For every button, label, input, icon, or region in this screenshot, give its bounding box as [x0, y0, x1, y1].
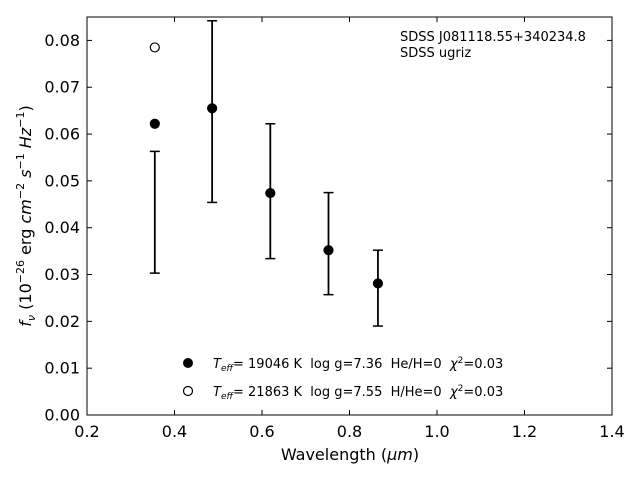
y-tick-label: 0.01 [44, 359, 80, 378]
x-tick-label: 1.4 [599, 422, 624, 441]
legend-label-filled: Teff= 19046 K log g=7.36 He/H=0 χ2=0.03 [213, 356, 503, 374]
y-tick-label: 0.06 [44, 125, 80, 144]
y-axis-ticks: 0.00 0.01 0.02 0.03 0.04 0.05 0.06 0.07 0.08 [44, 31, 612, 425]
y-tick-label: 0.08 [44, 31, 80, 50]
x-tick-label: 0.4 [162, 422, 187, 441]
legend-marker-filled [183, 358, 193, 368]
y-tick-label: 0.00 [44, 406, 80, 425]
model-point-filled [323, 245, 334, 256]
annotation-survey: SDSS ugriz [400, 46, 471, 61]
legend-marker-open [182, 385, 194, 397]
legend-label-open: Teff= 21863 K log g=7.55 H/He=0 χ2=0.03 [213, 384, 503, 402]
x-tick-label: 1.0 [424, 422, 449, 441]
legend: Teff= 19046 K log g=7.36 He/H=0 χ2=0.03 … [182, 356, 503, 402]
x-tick-label: 0.8 [337, 422, 362, 441]
x-tick-label: 0.6 [249, 422, 274, 441]
annotation-object: SDSS J081118.55+340234.8 [400, 30, 586, 45]
model-point-filled [149, 118, 160, 129]
plot-area [86, 16, 613, 416]
y-tick-label: 0.05 [44, 171, 80, 190]
model-point-open [149, 42, 160, 53]
model-point-filled [265, 187, 276, 199]
x-tick-label: 1.2 [512, 422, 537, 441]
y-tick-label: 0.03 [44, 265, 80, 284]
model-point-filled [207, 103, 218, 114]
y-axis-label: fν (10−26 erg cm−2 s−1 Hz−1) [14, 105, 38, 326]
data-points [149, 42, 384, 289]
x-tick-label: 0.2 [74, 422, 99, 441]
x-axis-ticks: 0.2 0.4 0.6 0.8 1.0 1.2 1.4 [74, 17, 625, 441]
model-point-filled [372, 278, 384, 289]
y-tick-label: 0.07 [44, 78, 80, 97]
x-axis-label: Wavelength (μm) [281, 445, 419, 464]
y-tick-label: 0.04 [44, 218, 80, 237]
y-tick-label: 0.02 [44, 312, 80, 331]
